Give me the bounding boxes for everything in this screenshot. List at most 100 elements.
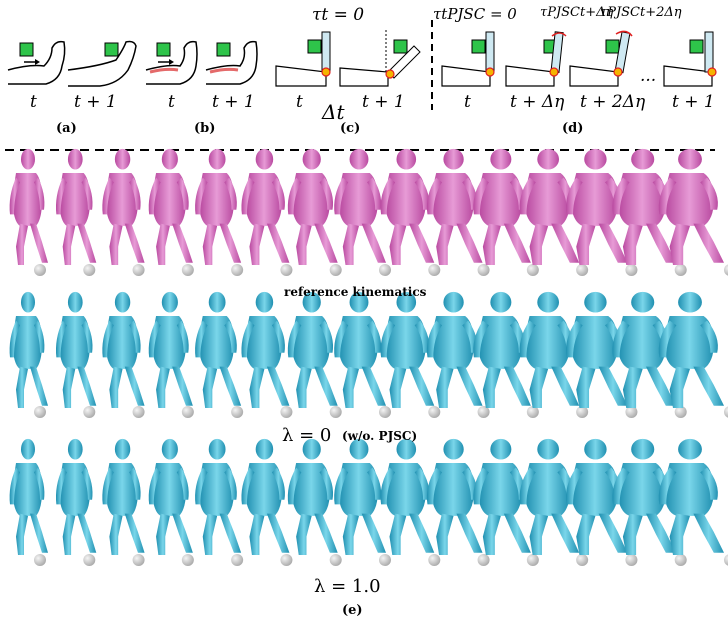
ball-marker [576,406,589,418]
ball-marker [34,406,46,418]
ball-marker [526,406,539,418]
panel-d-t1: t + Δη [510,92,565,112]
ball-marker [83,264,96,276]
human-figure [334,438,386,555]
panel-d-label: (d) [562,121,584,136]
panel-b-t: t [168,92,175,112]
ball-marker [280,406,293,418]
ball-marker [526,554,539,566]
ball-marker [576,554,589,566]
human-figure [334,148,386,265]
panel-c-illustration [275,30,421,87]
human-figure [658,291,724,408]
ball-marker [428,406,441,418]
human-figure [102,148,145,265]
row-reference-kinematics [9,148,728,276]
ball-marker [181,554,194,566]
panel-a-label: (a) [56,121,77,136]
panel-c-t: t [296,92,303,112]
ball-marker [379,406,391,418]
panel-b-t1: t + 1 [212,92,255,112]
human-figure [9,148,49,265]
panel-c-label: (c) [340,121,361,136]
ball-marker [83,554,96,566]
ball-marker [231,406,244,418]
panel-c-t1: t + 1 [362,92,405,112]
ball-marker [674,406,687,418]
panel-d-t2: t + 2Δη [580,92,646,112]
ball-marker [526,264,539,276]
ball-marker [674,264,687,276]
human-figure [9,291,49,408]
human-figure [658,148,724,265]
human-figure [195,438,242,555]
human-figure [195,291,242,408]
ball-marker [329,554,342,566]
lambda-1-label: λ = 1.0 [314,576,381,597]
ball-marker [477,554,490,566]
ball-marker [329,406,342,418]
ball-marker [132,406,145,418]
human-figure [55,438,97,555]
ball-marker [132,554,145,566]
panel-c-tau: τt = 0 [312,5,365,25]
ball-marker [181,264,194,276]
ball-marker [379,554,391,566]
ball-marker [724,554,728,566]
human-figure [287,438,338,555]
human-figure [380,148,435,265]
ball-marker [477,264,490,276]
lambda-0-note: (w/o. PJSC) [342,429,418,443]
lambda-0-label: λ = 0 [282,425,332,446]
ball-marker [576,264,589,276]
human-figure [102,438,145,555]
panel-d-illustration [441,30,717,87]
panel-d-t: t [464,92,471,112]
panel-a-illustration [7,40,137,87]
ball-marker [674,554,687,566]
human-figure [148,438,193,555]
ball-marker [34,264,46,276]
ball-marker [428,554,441,566]
human-figure [241,148,290,265]
panel-d-dots: ... [640,66,657,86]
panel-a-t: t [30,92,37,112]
ball-marker [280,264,293,276]
human-figure [380,291,435,408]
panel-d-t3: t + 1 [672,92,715,112]
panel-c-dt: Δt [322,100,345,124]
ball-marker [34,554,46,566]
ball-marker [625,406,638,418]
panel-b-label: (b) [194,121,216,136]
human-figure [148,148,193,265]
panel-d-tau1: τPJSCt+Δη [540,5,614,20]
panel-b-illustration [145,40,258,85]
ball-marker [379,264,391,276]
ball-marker [625,554,638,566]
human-figure [287,291,338,408]
ball-marker [724,406,728,418]
ball-marker [83,406,96,418]
ball-marker [231,264,244,276]
ball-marker [132,264,145,276]
ball-marker [231,554,244,566]
human-figure [334,291,386,408]
human-figure [287,148,338,265]
human-figure [55,291,97,408]
panel-d-tau2: τPJSCt+2Δη [600,5,682,20]
ball-marker [724,264,728,276]
row-lambda-0 [9,291,728,418]
ball-marker [428,264,441,276]
human-figure [241,291,290,408]
human-figure [55,148,97,265]
human-figure [380,438,435,555]
human-figure [102,291,145,408]
ball-marker [477,406,490,418]
ball-marker [329,264,342,276]
human-figure [148,291,193,408]
row-lambda-1 [9,438,728,566]
human-figure [9,438,49,555]
panel-a-t1: t + 1 [74,92,117,112]
human-figure [195,148,242,265]
